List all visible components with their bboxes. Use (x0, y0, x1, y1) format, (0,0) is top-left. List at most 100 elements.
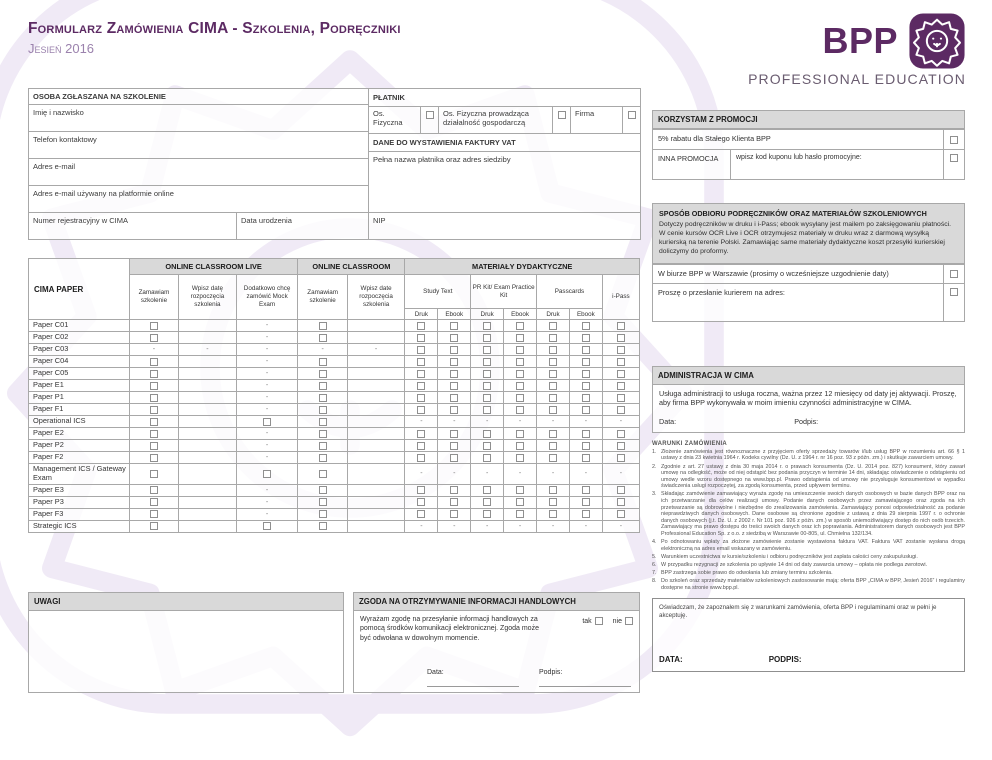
payer-company-checkbox-cell[interactable] (622, 106, 642, 134)
order-checkbox[interactable] (548, 321, 557, 330)
order-checkbox[interactable] (318, 429, 327, 438)
order-option-cell[interactable] (404, 331, 439, 344)
order-checkbox[interactable] (616, 510, 625, 519)
order-checkbox[interactable] (149, 486, 158, 495)
order-checkbox[interactable] (616, 498, 625, 507)
date-input-cell[interactable] (178, 355, 237, 368)
order-option-cell[interactable] (503, 391, 538, 404)
order-option-cell[interactable] (128, 427, 180, 440)
order-option-cell[interactable] (503, 343, 538, 356)
order-option-cell[interactable] (128, 507, 180, 521)
order-option-cell[interactable] (404, 403, 439, 416)
order-option-cell[interactable] (128, 331, 180, 344)
order-checkbox[interactable] (149, 469, 158, 478)
order-checkbox[interactable] (417, 345, 426, 354)
order-option-cell[interactable] (128, 355, 180, 368)
order-option-cell[interactable] (404, 319, 439, 332)
order-checkbox[interactable] (581, 405, 590, 414)
date-input-cell[interactable] (178, 451, 237, 464)
order-option-cell[interactable] (404, 439, 439, 452)
order-checkbox[interactable] (581, 486, 590, 495)
order-option-cell[interactable] (437, 403, 472, 416)
order-option-cell[interactable] (536, 403, 570, 416)
order-checkbox[interactable] (450, 429, 459, 438)
order-option-cell[interactable] (297, 379, 348, 392)
date-input-cell[interactable] (346, 367, 406, 380)
order-checkbox[interactable] (548, 381, 557, 390)
date-input-cell[interactable] (178, 519, 237, 533)
order-checkbox[interactable] (516, 429, 525, 438)
date-input-cell[interactable] (178, 367, 237, 380)
order-checkbox[interactable] (417, 333, 426, 342)
order-checkbox[interactable] (149, 369, 158, 378)
order-checkbox[interactable] (417, 486, 426, 495)
order-checkbox[interactable] (318, 498, 327, 507)
order-option-cell[interactable] (404, 495, 439, 509)
order-checkbox[interactable] (450, 321, 459, 330)
order-option-cell[interactable] (297, 391, 348, 404)
order-checkbox[interactable] (616, 486, 625, 495)
order-option-cell[interactable] (470, 483, 505, 497)
date-input-cell[interactable] (178, 319, 237, 332)
order-checkbox[interactable] (483, 510, 492, 519)
order-option-cell[interactable] (437, 331, 472, 344)
order-checkbox[interactable] (548, 510, 557, 519)
order-checkbox[interactable] (483, 345, 492, 354)
order-checkbox[interactable] (483, 453, 492, 462)
order-option-cell[interactable] (437, 355, 472, 368)
order-option-cell[interactable] (568, 483, 603, 497)
order-option-cell[interactable] (601, 495, 641, 509)
order-checkbox[interactable] (616, 333, 625, 342)
order-checkbox[interactable] (483, 498, 492, 507)
order-option-cell[interactable] (297, 519, 348, 533)
order-checkbox[interactable] (548, 369, 557, 378)
order-option-cell[interactable] (128, 415, 180, 428)
order-option-cell[interactable] (601, 403, 641, 416)
order-checkbox[interactable] (548, 333, 557, 342)
order-checkbox[interactable] (581, 429, 590, 438)
order-option-cell[interactable] (536, 483, 570, 497)
order-checkbox[interactable] (149, 510, 158, 519)
order-checkbox[interactable] (516, 345, 525, 354)
order-option-cell[interactable] (437, 495, 472, 509)
order-option-cell[interactable] (404, 355, 439, 368)
consent-signature-slot[interactable]: Podpis: (539, 669, 631, 687)
notes-input-area[interactable] (28, 611, 344, 693)
order-checkbox[interactable] (149, 522, 158, 531)
order-option-cell[interactable] (601, 379, 641, 392)
order-option-cell[interactable] (601, 331, 641, 344)
order-checkbox[interactable] (149, 498, 158, 507)
order-checkbox[interactable] (417, 441, 426, 450)
date-input-cell[interactable] (346, 483, 406, 497)
date-input-cell[interactable] (178, 507, 237, 521)
order-checkbox[interactable] (616, 369, 625, 378)
order-checkbox[interactable] (318, 369, 327, 378)
order-checkbox[interactable] (149, 393, 158, 402)
order-option-cell[interactable] (503, 483, 538, 497)
order-checkbox[interactable] (149, 441, 158, 450)
order-option-cell[interactable] (470, 343, 505, 356)
date-input-cell[interactable] (178, 463, 237, 485)
date-input-cell[interactable] (346, 451, 406, 464)
nip-field[interactable]: NIP (368, 212, 642, 240)
admin-date-label[interactable]: Data: (659, 416, 677, 426)
date-input-cell[interactable] (178, 483, 237, 497)
order-option-cell[interactable] (297, 439, 348, 452)
order-option-cell[interactable] (568, 451, 603, 464)
loyal-discount-checkbox-cell[interactable] (943, 130, 964, 149)
order-option-cell[interactable] (404, 507, 439, 521)
order-checkbox[interactable] (616, 441, 625, 450)
order-option-cell[interactable] (536, 355, 570, 368)
order-option-cell[interactable] (536, 439, 570, 452)
order-option-cell[interactable] (503, 331, 538, 344)
order-checkbox[interactable] (450, 510, 459, 519)
order-checkbox[interactable] (616, 453, 625, 462)
order-option-cell[interactable] (568, 507, 603, 521)
order-checkbox[interactable] (616, 429, 625, 438)
date-input-cell[interactable] (346, 439, 406, 452)
date-input-cell[interactable] (346, 403, 406, 416)
order-checkbox[interactable] (516, 333, 525, 342)
order-option-cell[interactable] (470, 495, 505, 509)
order-checkbox[interactable] (483, 486, 492, 495)
order-checkbox[interactable] (149, 417, 158, 426)
